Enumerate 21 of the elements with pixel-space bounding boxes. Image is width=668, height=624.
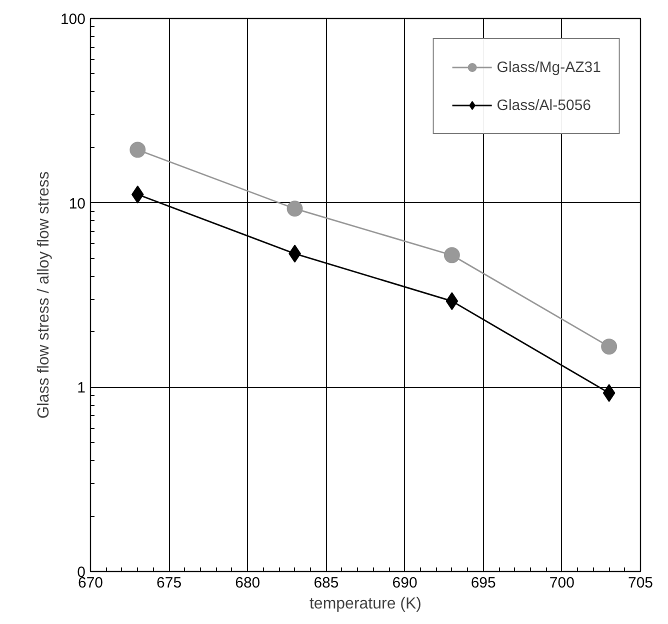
y-tick-label: 1 [77, 380, 86, 397]
legend-label: Glass/Mg-AZ31 [496, 58, 601, 76]
x-axis-title: temperature (K) [309, 596, 422, 612]
point [444, 247, 460, 264]
point [286, 200, 303, 217]
x-tick-label: 675 [156, 574, 182, 592]
point [446, 292, 458, 310]
y-axis-title: Glass flow stress / alloy flow stress [35, 171, 52, 419]
point [131, 185, 144, 204]
y-tick-label: 100 [60, 11, 86, 28]
point [601, 338, 618, 355]
x-tick-label: 685 [314, 574, 339, 592]
x-tick-label: 700 [549, 574, 574, 592]
point [130, 142, 146, 158]
x-tick-label: 695 [470, 574, 496, 592]
x-tick-label: 690 [392, 574, 418, 592]
y-tick-label: 10 [68, 195, 86, 212]
point [602, 384, 616, 402]
x-tick-label: 705 [628, 574, 654, 592]
legend-label: Glass/Al-5056 [496, 96, 592, 114]
x-tick-label: 680 [235, 574, 260, 592]
